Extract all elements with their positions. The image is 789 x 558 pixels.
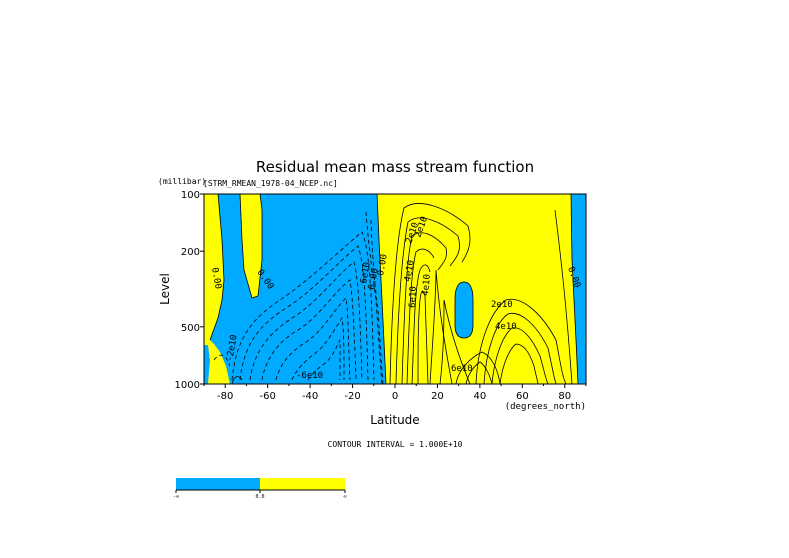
x-tick-label: 60 [516, 391, 529, 402]
zero-contours [209, 194, 579, 384]
chart-subtitle: [STRM_RMEAN_1978-04_NCEP.nc] [203, 179, 338, 188]
y-units: (millibar) [158, 177, 206, 186]
x-tick-label: -20 [344, 391, 360, 402]
contour-label: 0.00 [376, 253, 390, 276]
y-tick-label: 500 [181, 323, 200, 334]
contour-label: 4e10 [421, 274, 433, 296]
negative-fill-small [204, 345, 210, 384]
colorbar-label: -∞ [173, 494, 179, 500]
x-tick-label: 0 [392, 391, 398, 402]
contour-label: 6e10 [359, 261, 373, 284]
x-axis-label: Latitude [370, 413, 419, 427]
contour-label: -6e10 [296, 371, 323, 381]
y-axis: 100 200 500 1000 [175, 190, 204, 391]
contour-label: 6e10 [408, 286, 419, 308]
y-axis-label: Level [158, 273, 172, 305]
negative-fill-north [571, 194, 586, 384]
negative-contours [213, 211, 384, 384]
chart-title: Residual mean mass stream function [256, 158, 534, 176]
y-tick-label: 100 [181, 190, 200, 201]
y-tick-label: 1000 [175, 380, 200, 391]
colorbar-positive [260, 478, 345, 490]
negative-fill-blob [455, 282, 473, 338]
x-units: (degrees_north) [505, 402, 586, 412]
contour-label: 0.00 [367, 267, 381, 290]
positive-contours [231, 203, 573, 384]
x-tick-label: 40 [474, 391, 487, 402]
contour-label: 4e10 [403, 259, 417, 282]
contour-label: 4e10 [495, 322, 517, 332]
colorbar-negative [176, 478, 260, 490]
negative-fill-south [210, 194, 386, 384]
contour-label: 2e10 [491, 300, 513, 310]
x-axis: -80 -60 -40 -20 0 20 40 60 80 [203, 384, 587, 402]
x-tick-label: 80 [558, 391, 571, 402]
colorbar: -∞ 0.0 ∞ [173, 478, 347, 500]
x-tick-label: -60 [259, 391, 275, 402]
colorbar-label: 0.0 [255, 494, 264, 500]
contour-fill [204, 194, 586, 384]
colorbar-label: ∞ [343, 494, 346, 500]
contour-label: 0.00 [209, 267, 223, 290]
x-tick-label: 20 [431, 391, 444, 402]
x-tick-label: -40 [302, 391, 318, 402]
contour-label: 6e10 [451, 364, 473, 374]
contour-label: -2e10 [225, 334, 240, 362]
x-tick-label: -80 [217, 391, 233, 402]
y-tick-label: 200 [181, 247, 200, 258]
contour-interval: CONTOUR INTERVAL = 1.000E+10 [328, 440, 463, 449]
